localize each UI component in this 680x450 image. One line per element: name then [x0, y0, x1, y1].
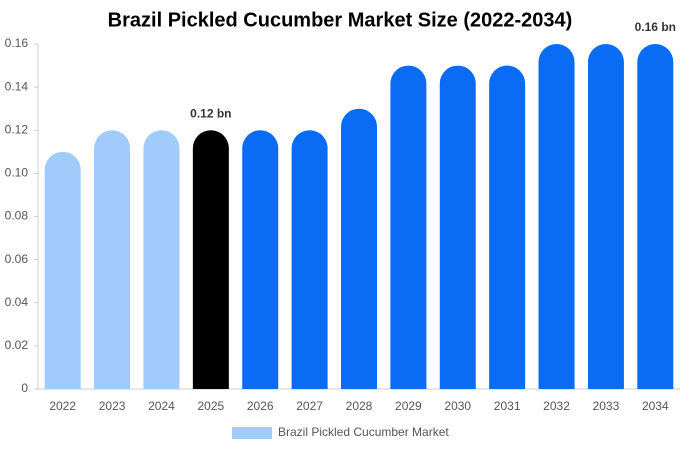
y-tick-label: 0.14 [5, 79, 29, 93]
x-tick-label: 2031 [494, 399, 521, 413]
legend-swatch [232, 427, 272, 439]
value-label: 0.16 bn [635, 20, 676, 34]
chart-title: Brazil Pickled Cucumber Market Size (202… [108, 9, 573, 31]
y-tick-label: 0.02 [5, 338, 29, 352]
x-tick-label: 2024 [148, 399, 175, 413]
y-tick-label: 0.06 [5, 252, 29, 266]
x-tick-label: 2023 [99, 399, 126, 413]
x-tick-label: 2030 [444, 399, 471, 413]
bar [390, 65, 427, 389]
x-tick-label: 2028 [346, 399, 373, 413]
bar [489, 65, 526, 390]
x-tick-label: 2026 [247, 399, 274, 413]
y-tick-label: 0.10 [5, 166, 29, 180]
x-tick-label: 2033 [593, 399, 620, 413]
bar [44, 151, 81, 389]
bar [587, 44, 624, 389]
y-tick-label: 0.04 [5, 295, 29, 309]
bar [242, 130, 279, 390]
bar [192, 130, 229, 390]
bar [538, 44, 575, 389]
x-tick-label: 2025 [197, 399, 224, 413]
legend-label: Brazil Pickled Cucumber Market [278, 425, 449, 439]
x-tick-label: 2029 [395, 399, 422, 413]
value-label: 0.12 bn [190, 106, 231, 120]
y-tick-label: 0 [21, 381, 28, 395]
x-tick-label: 2032 [543, 399, 570, 413]
bar [94, 130, 131, 390]
y-tick-label: 0.16 [5, 36, 29, 50]
y-tick-label: 0.12 [5, 122, 29, 136]
bar [439, 65, 476, 389]
x-tick-label: 2022 [49, 399, 76, 413]
x-tick-label: 2027 [296, 399, 323, 413]
bar [341, 108, 377, 389]
x-tick-label: 2034 [642, 399, 669, 413]
bar [637, 44, 674, 389]
y-tick-label: 0.08 [5, 209, 29, 223]
bar [143, 130, 180, 390]
bar [291, 130, 328, 390]
